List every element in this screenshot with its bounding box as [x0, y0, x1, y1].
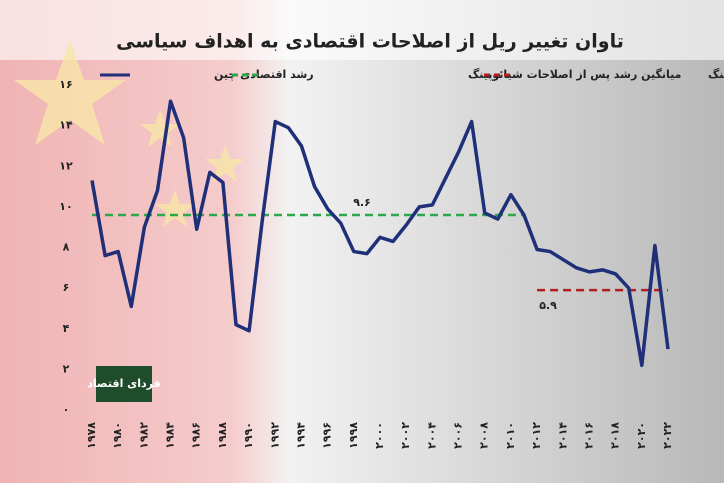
x-tick-label: ۱۹۸۶ [190, 422, 203, 449]
flag-stars [14, 40, 245, 227]
reference-label: ۵.۹ [539, 299, 557, 312]
y-tick-label: ۱۲ [59, 159, 73, 172]
logo-box [96, 366, 152, 402]
x-tick-label: ۱۹۹۶ [321, 422, 334, 449]
legend-label: میانگین رشد در دوران شی جین‌پینگ [708, 67, 724, 81]
y-tick-label: ۰ [63, 403, 70, 416]
x-tick-label: ۱۹۸۰ [111, 422, 124, 449]
x-tick-label: ۱۹۹۸ [347, 422, 360, 449]
x-tick-label: ۲۰۱۰ [504, 422, 517, 449]
x-tick-label: ۲۰۲۰ [635, 422, 648, 449]
x-tick-label: ۲۰۱۲ [530, 422, 543, 449]
y-tick-label: ۱۶ [59, 78, 72, 91]
logo: فردای اقتصاد [87, 377, 160, 390]
y-tick-label: ۱۴ [59, 119, 73, 132]
x-tick-label: ۱۹۸۴ [164, 422, 177, 449]
x-tick-label: ۱۹۸۸ [216, 422, 229, 449]
legend-label: رشد اقتصادی چین [214, 68, 314, 81]
x-tick-label: ۲۰۲۲ [661, 422, 674, 449]
legend-label: میانگین رشد پس از اصلاحات شیائوپینگ [468, 67, 682, 81]
x-tick-label: ۱۹۹۲ [268, 422, 281, 449]
chart-title: تاوان تغییر ریل از اصلاحات اقتصادی به اه… [116, 31, 624, 53]
y-tick-label: ۴ [63, 322, 70, 335]
reference-label: ۹.۶ [353, 196, 371, 209]
x-tick-label: ۲۰۰۰ [373, 422, 386, 449]
title-band [0, 0, 724, 60]
x-tick-label: ۲۰۰۲ [399, 422, 412, 449]
x-tick-label: ۲۰۱۴ [556, 422, 569, 449]
x-tick-label: ۲۰۱۶ [582, 422, 595, 449]
x-tick-label: ۱۹۷۸ [85, 422, 98, 449]
x-tick-label: ۲۰۰۶ [452, 422, 465, 449]
y-tick-label: ۸ [63, 241, 70, 254]
x-tick-label: ۱۹۹۰ [242, 422, 255, 449]
y-tick-label: ۲ [63, 362, 70, 375]
x-tick-label: ۲۰۱۸ [609, 422, 622, 449]
x-tick-label: ۲۰۰۴ [425, 422, 438, 449]
y-tick-label: ۶ [63, 281, 70, 294]
data-line [90, 99, 670, 368]
y-tick-label: ۱۰ [59, 200, 72, 213]
x-tick-label: ۲۰۰۸ [478, 422, 491, 449]
x-tick-label: ۱۹۹۴ [294, 422, 307, 449]
x-tick-label: ۱۹۸۲ [137, 422, 150, 449]
